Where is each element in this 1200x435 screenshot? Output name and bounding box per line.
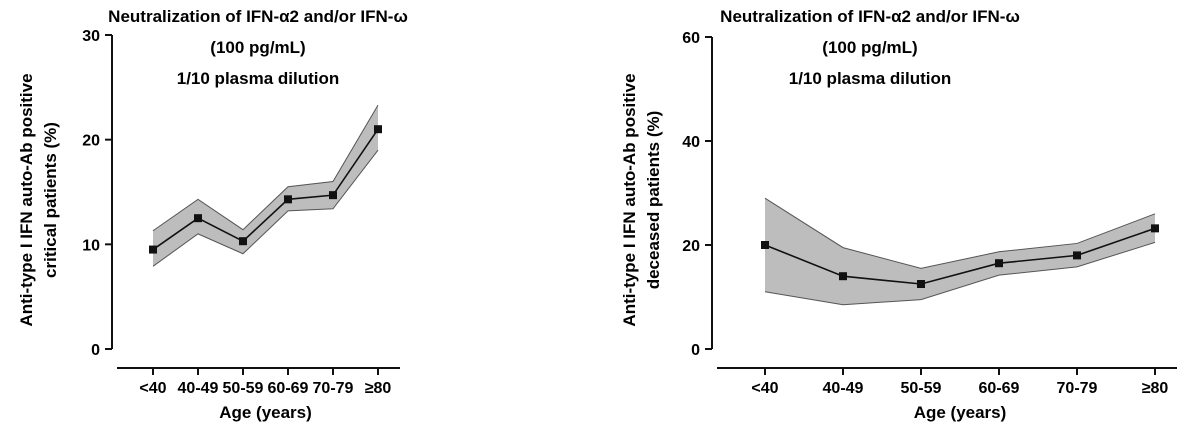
x-tick-label: 40-49: [178, 380, 219, 397]
x-tick-label: 50-59: [901, 380, 942, 397]
y-tick-label: 20: [82, 133, 100, 150]
chart-title-line-1: Neutralization of IFN-α2 and/or IFN-ω: [720, 7, 1020, 26]
x-tick-label: ≥80: [1142, 380, 1169, 397]
x-tick-label: 60-69: [979, 380, 1020, 397]
y-tick-label: 0: [691, 342, 700, 359]
data-point: [374, 125, 382, 134]
x-tick-label: 70-79: [1057, 380, 1098, 397]
confidence-band: [153, 105, 378, 267]
x-tick-label: 70-79: [313, 380, 354, 397]
data-point: [917, 280, 925, 288]
confidence-upper-edge: [152, 104, 379, 232]
x-tick-label: 40-49: [823, 380, 864, 397]
data-point: [239, 237, 247, 246]
chart-title-line-3: 1/10 plasma dilution: [789, 69, 952, 88]
y-tick-label: 60: [682, 30, 700, 47]
data-point: [1073, 251, 1081, 260]
x-tick-label: ≥80: [365, 380, 392, 397]
x-axis-label: Age (years): [914, 403, 1007, 422]
data-point: [194, 214, 202, 223]
data-point: [149, 245, 157, 254]
confidence-lower-edge: [152, 149, 379, 267]
confidence-band: [765, 198, 1155, 305]
data-point: [995, 259, 1003, 268]
y-axis-label-line-2: deceased patients (%): [644, 111, 663, 290]
y-axis-label-line-1: Anti-type I IFN auto-Ab positive: [620, 73, 639, 326]
chart-title-line-1: Neutralization of IFN-α2 and/or IFN-ω: [108, 7, 408, 26]
x-tick-label: <40: [139, 380, 166, 397]
data-point: [1151, 224, 1159, 233]
y-tick-label: 10: [82, 237, 100, 254]
chart-title-line-2: (100 pg/mL): [210, 38, 305, 57]
chart-panel-2: Neutralization of IFN-α2 and/or IFN-ω (10…: [620, 7, 1177, 422]
data-point: [761, 241, 769, 249]
chart-title-line-3: 1/10 plasma dilution: [177, 69, 340, 88]
confidence-upper-edge: [764, 197, 1156, 269]
confidence-lower-edge: [764, 241, 1156, 306]
y-axis-label-line-1: Anti-type I IFN auto-Ab positive: [17, 73, 36, 326]
y-tick-label: 30: [82, 28, 100, 45]
x-axis-label: Age (years): [219, 403, 312, 422]
y-tick-label: 40: [682, 134, 700, 151]
series-line: [764, 227, 1156, 285]
y-tick-label: 20: [682, 238, 700, 255]
series-line: [152, 128, 379, 251]
y-tick-label: 0: [91, 342, 100, 359]
x-tick-label: 60-69: [268, 380, 309, 397]
x-tick-label: <40: [751, 380, 778, 397]
x-tick-label: 50-59: [223, 380, 264, 397]
chart-title-line-2: (100 pg/mL): [822, 38, 917, 57]
data-point: [284, 195, 292, 204]
data-point: [839, 272, 847, 281]
y-axis-label-line-2: critical patients (%): [41, 122, 60, 278]
data-point: [329, 191, 337, 200]
chart-panel-1: Neutralization of IFN-α2 and/or IFN-ω (10…: [17, 7, 408, 422]
